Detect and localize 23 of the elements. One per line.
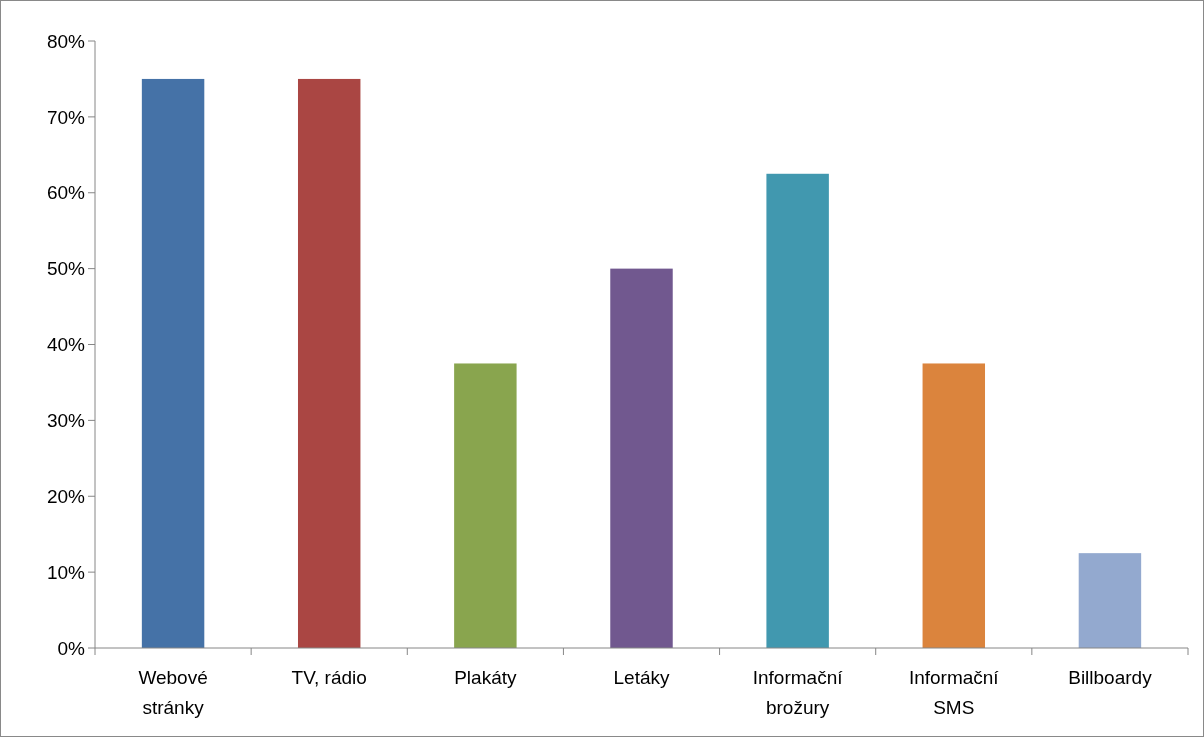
y-tick-label: 20%: [46, 485, 86, 507]
bar: [610, 268, 673, 648]
bar: [766, 173, 829, 648]
y-tick-label: 30%: [46, 410, 86, 432]
y-tick-label: 80%: [46, 30, 86, 52]
y-tick-label: 40%: [46, 334, 86, 356]
y-tick-label: 0%: [57, 637, 86, 659]
bar: [1078, 553, 1142, 648]
bar: [922, 363, 986, 648]
y-tick-label: 50%: [46, 258, 86, 280]
x-tick-label: Informační SMS: [908, 667, 1000, 718]
y-tick-label: 10%: [46, 561, 86, 583]
y-tick-label: 70%: [46, 106, 86, 128]
x-tick-label: Plakáty: [454, 667, 518, 688]
x-tick-label: Billboardy: [1068, 667, 1153, 688]
bar: [454, 363, 517, 648]
x-tick-label: TV, rádio: [291, 667, 367, 688]
x-tick-label: Letáky: [613, 667, 670, 688]
x-tick-label: Informační brožury: [752, 667, 844, 718]
y-tick-label: 60%: [46, 182, 86, 204]
bar: [141, 78, 205, 648]
x-tick-label: Webové stránky: [138, 667, 208, 718]
bar: [297, 78, 361, 648]
